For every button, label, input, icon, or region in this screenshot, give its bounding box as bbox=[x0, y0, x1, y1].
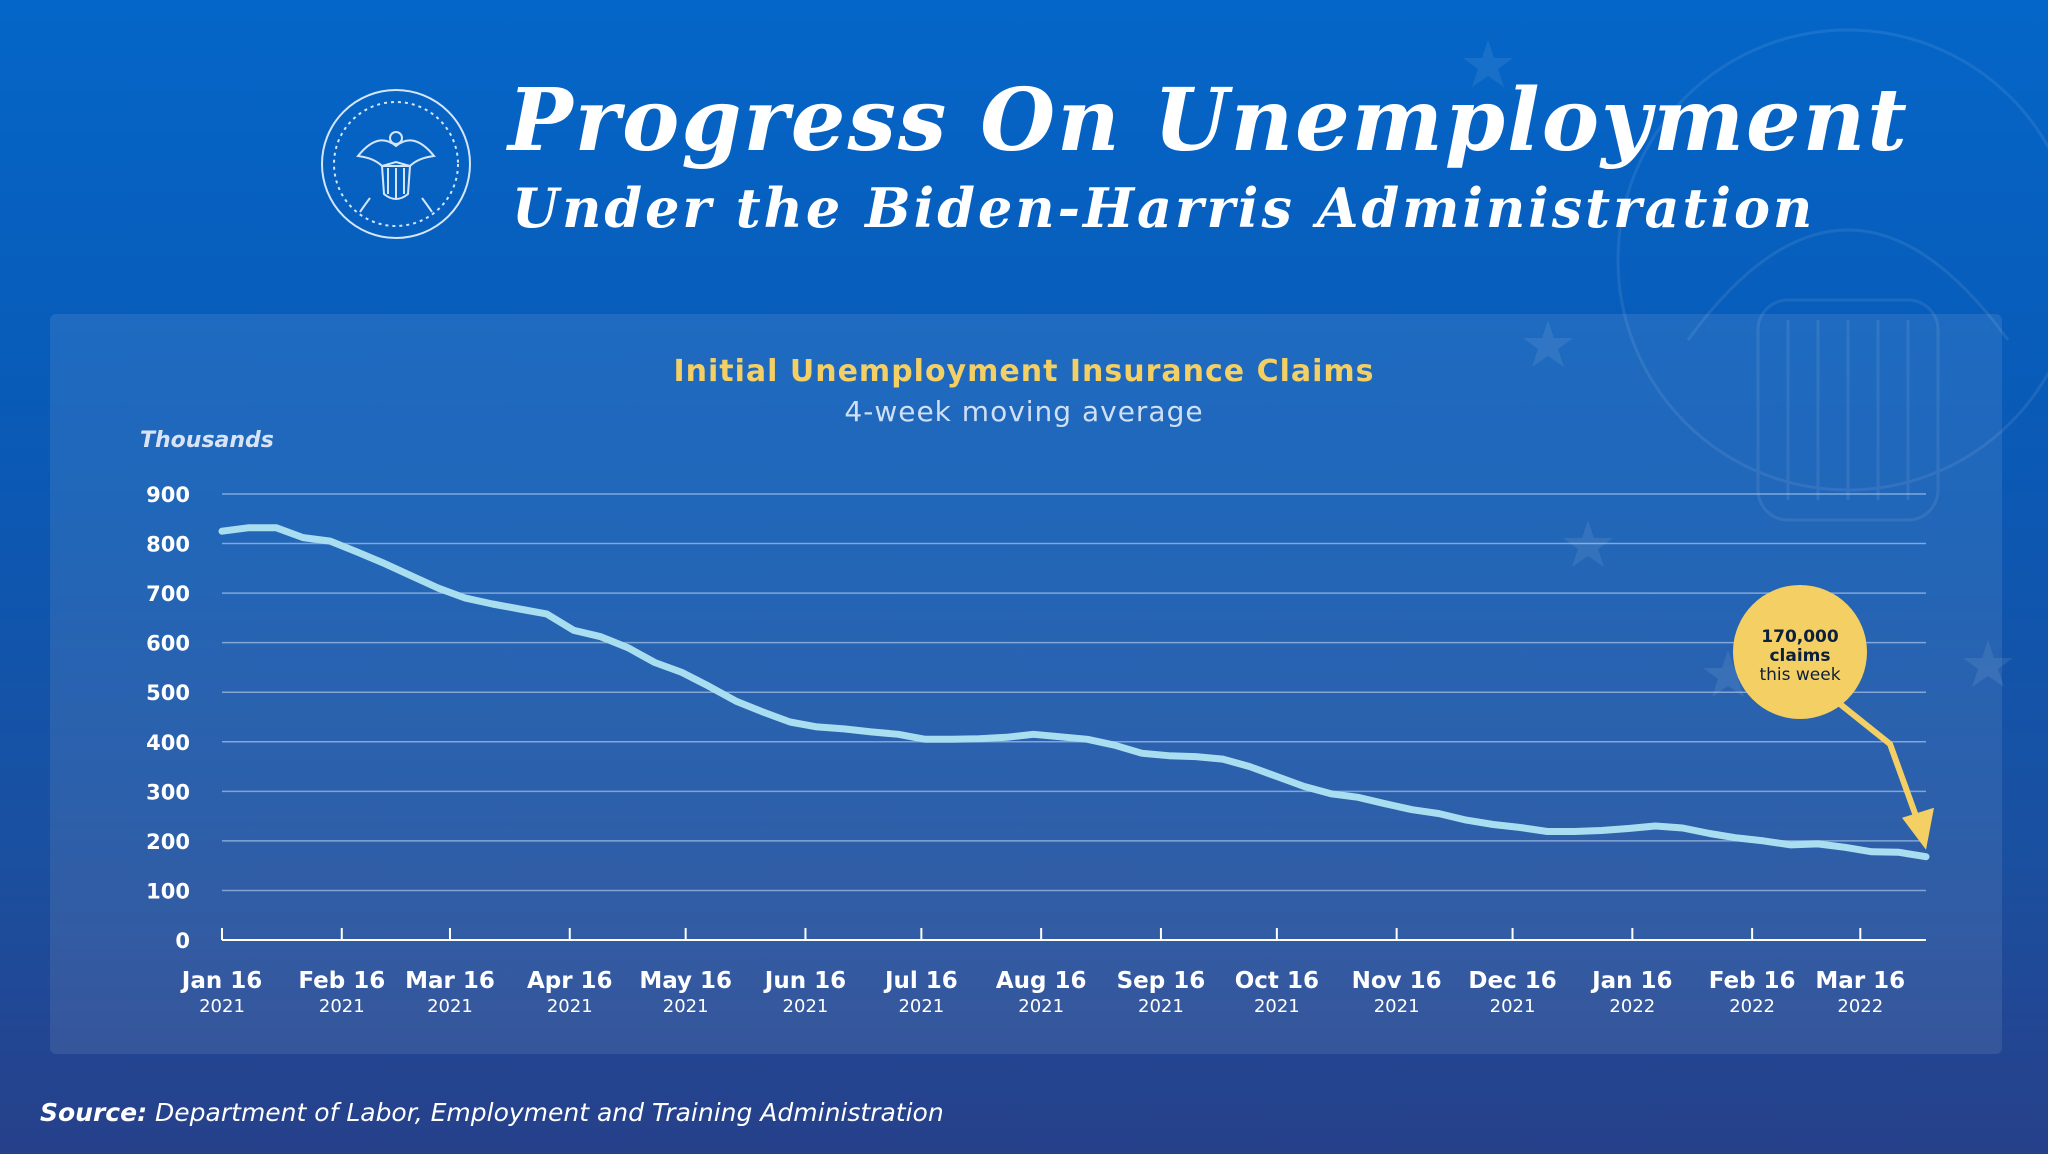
x-tick-year-label: 2021 bbox=[427, 996, 473, 1017]
series-line bbox=[218, 524, 1930, 861]
y-tick-label: 0 bbox=[175, 929, 190, 953]
source-note: Source: Department of Labor, Employment … bbox=[40, 1098, 944, 1127]
y-tick-label: 800 bbox=[146, 533, 190, 557]
x-tick-year-label: 2021 bbox=[547, 996, 593, 1017]
x-tick-year-label: 2021 bbox=[1018, 996, 1064, 1017]
x-tick-label: Feb 16 bbox=[298, 968, 385, 994]
annotation-value: 170,000 bbox=[1761, 627, 1839, 647]
x-tick-year-label: 2021 bbox=[783, 996, 829, 1017]
page-subtitle: Under the Biden-Harris Administration bbox=[512, 176, 1816, 240]
y-tick-label: 700 bbox=[146, 582, 190, 606]
source-text: Department of Labor, Employment and Trai… bbox=[155, 1098, 944, 1127]
x-tick-year-label: 2021 bbox=[1254, 996, 1300, 1017]
x-tick-label: Jan 16 bbox=[1590, 968, 1672, 994]
annotation-bubble bbox=[1733, 585, 1867, 719]
x-tick-year-label: 2021 bbox=[663, 996, 709, 1017]
x-tick-year-label: 2022 bbox=[1837, 996, 1883, 1017]
annotation-arrow-line bbox=[1838, 701, 1921, 823]
x-tick-label: Apr 16 bbox=[527, 968, 613, 994]
x-tick-label: Oct 16 bbox=[1235, 968, 1319, 994]
x-tick-label: Sep 16 bbox=[1117, 968, 1206, 994]
x-tick-year-label: 2022 bbox=[1729, 996, 1775, 1017]
x-tick-label: Nov 16 bbox=[1352, 968, 1442, 994]
annotation-arrowhead-icon bbox=[1902, 807, 1934, 850]
source-label: Source: bbox=[40, 1098, 148, 1127]
x-tick-label: Aug 16 bbox=[996, 968, 1087, 994]
page-title: Progress On Unemployment bbox=[508, 70, 1909, 171]
x-tick-label: Feb 16 bbox=[1709, 968, 1796, 994]
x-tick-label: May 16 bbox=[639, 968, 732, 994]
y-tick-label: 300 bbox=[146, 780, 190, 804]
y-tick-label: 600 bbox=[146, 632, 190, 656]
x-tick-label: Mar 16 bbox=[405, 968, 495, 994]
x-tick-year-label: 2021 bbox=[1138, 996, 1184, 1017]
presidential-seal-icon bbox=[321, 89, 471, 239]
y-tick-label: 900 bbox=[146, 483, 190, 507]
x-tick-label: Dec 16 bbox=[1468, 968, 1556, 994]
x-tick-label: Mar 16 bbox=[1815, 968, 1905, 994]
chart-subtitle: 4-week moving average bbox=[844, 395, 1204, 428]
y-tick-label: 500 bbox=[146, 681, 190, 705]
y-tick-label: 200 bbox=[146, 830, 190, 854]
x-tick-year-label: 2021 bbox=[1490, 996, 1536, 1017]
x-tick-year-label: 2021 bbox=[199, 996, 245, 1017]
x-tick-label: Jul 16 bbox=[883, 968, 958, 994]
annotation-claims-label: claims bbox=[1769, 646, 1830, 666]
y-tick-label: 400 bbox=[146, 731, 190, 755]
x-tick-year-label: 2021 bbox=[898, 996, 944, 1017]
x-tick-label: Jan 16 bbox=[180, 968, 262, 994]
x-tick-year-label: 2021 bbox=[319, 996, 365, 1017]
annotation-week-label: this week bbox=[1759, 665, 1840, 685]
x-tick-year-label: 2021 bbox=[1374, 996, 1420, 1017]
x-tick-year-label: 2022 bbox=[1609, 996, 1655, 1017]
chart-title: Initial Unemployment Insurance Claims bbox=[673, 354, 1375, 389]
x-tick-label: Jun 16 bbox=[763, 968, 846, 994]
chart-panel bbox=[50, 314, 2002, 1054]
y-tick-label: 100 bbox=[146, 879, 190, 903]
background-eagle-watermark bbox=[1463, 28, 2048, 697]
y-axis-unit-label: Thousands bbox=[140, 428, 274, 453]
